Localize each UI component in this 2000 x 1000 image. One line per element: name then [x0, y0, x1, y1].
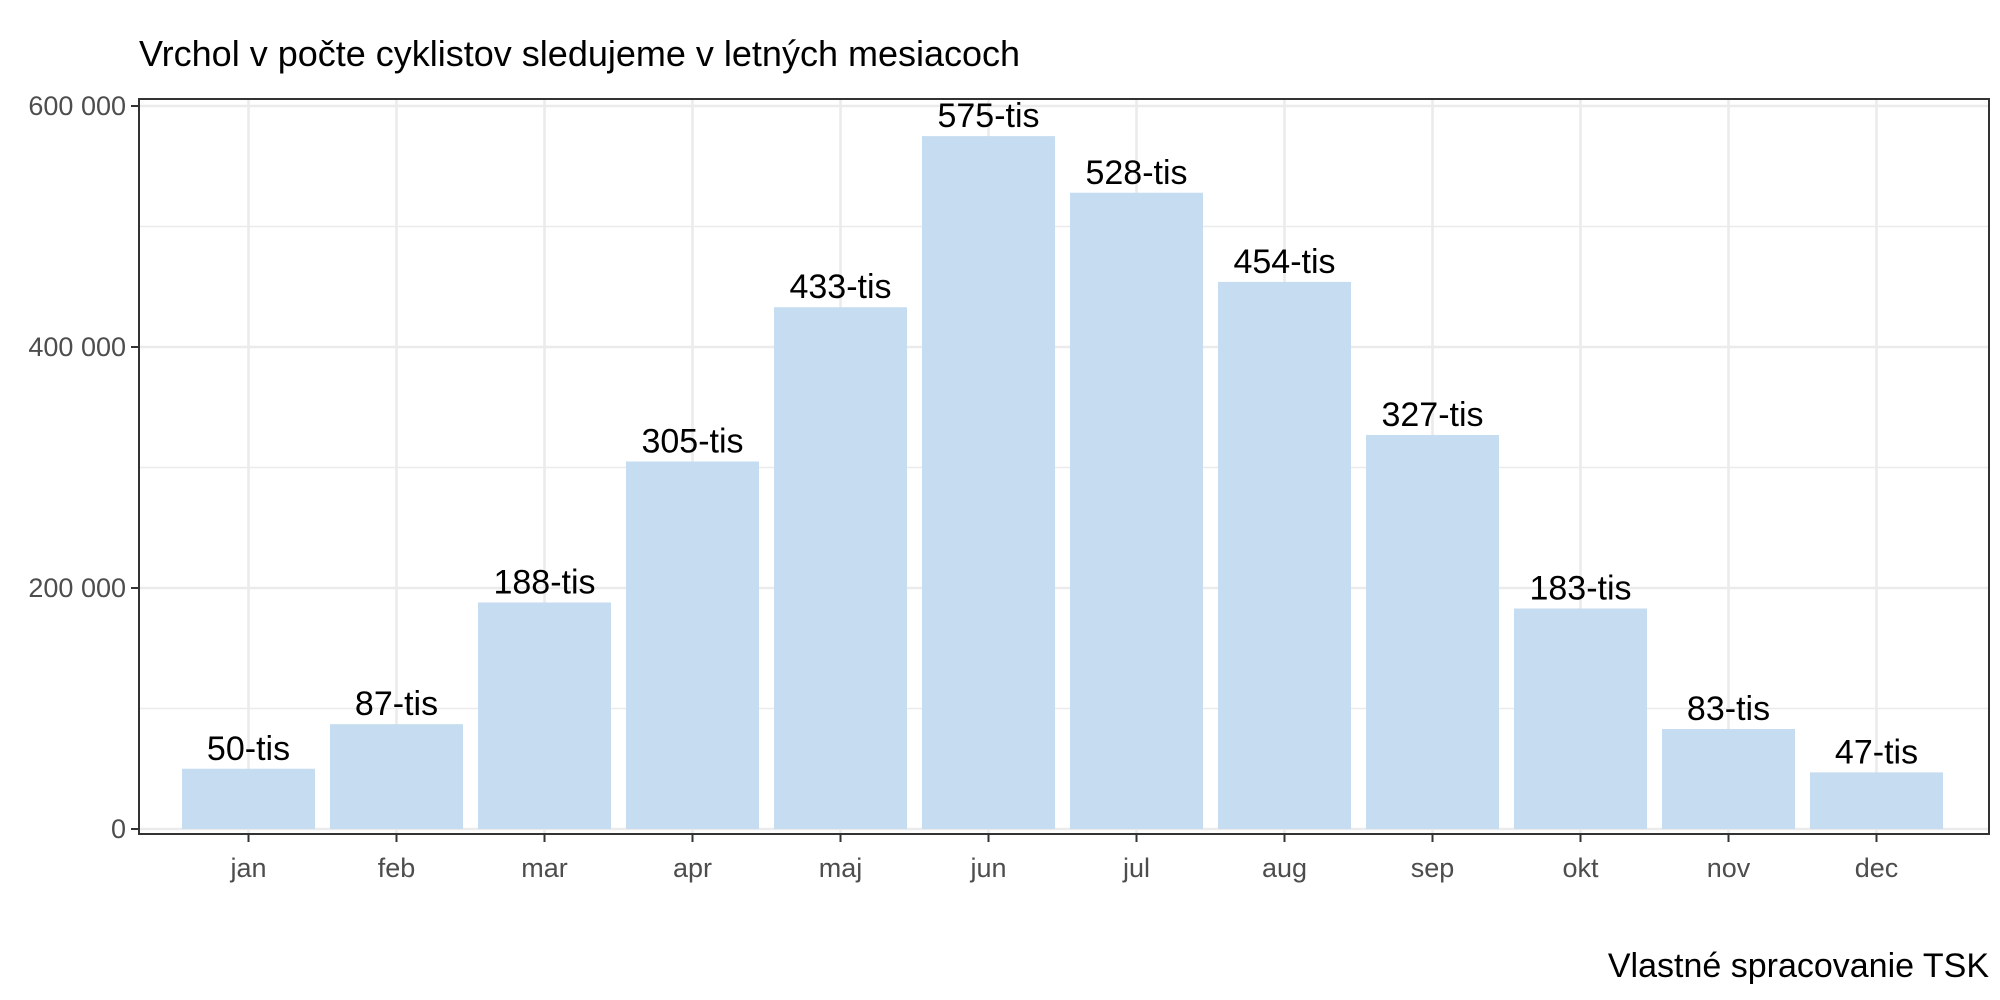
data-label-feb: 87-tis	[355, 685, 438, 723]
bar-feb	[330, 724, 463, 829]
chart-caption: Vlastné spracovanie TSK	[1608, 947, 1989, 985]
data-label-aug: 454-tis	[1233, 243, 1335, 281]
bar-aug	[1218, 281, 1351, 829]
bar-okt	[1514, 608, 1647, 829]
y-tick-label: 200 000	[28, 573, 126, 603]
y-tick-label: 0	[111, 814, 126, 844]
data-label-dec: 47-tis	[1835, 733, 1918, 771]
bars	[182, 136, 1943, 829]
bar-sep	[1366, 434, 1499, 829]
y-axis: 0 200 000 400 000 600 000	[28, 91, 139, 844]
data-label-apr: 305-tis	[641, 422, 743, 460]
x-tick-label-maj: maj	[819, 853, 863, 883]
bar-maj	[774, 307, 907, 829]
data-labels: 50-tis 87-tis 188-tis 305-tis 433-tis 575-tis…	[207, 97, 1918, 771]
data-label-jul: 528-tis	[1085, 154, 1187, 192]
x-tick-label-nov: nov	[1707, 853, 1751, 883]
x-tick-label-okt: okt	[1562, 853, 1599, 883]
x-tick-label-sep: sep	[1411, 853, 1455, 883]
bar-nov	[1662, 728, 1795, 829]
x-tick-label-dec: dec	[1855, 853, 1899, 883]
x-tick-label-mar: mar	[521, 853, 568, 883]
x-tick-label-jul: jul	[1122, 853, 1150, 883]
x-axis: jan feb mar apr maj jun jul aug sep okt nov dec	[229, 834, 1898, 883]
bar-jun	[922, 136, 1055, 829]
bar-mar	[478, 602, 611, 829]
bar-jan	[182, 768, 315, 829]
data-label-sep: 327-tis	[1381, 396, 1483, 434]
data-label-jan: 50-tis	[207, 730, 290, 768]
chart-title: Vrchol v počte cyklistov sledujeme v let…	[139, 33, 1020, 74]
data-label-mar: 188-tis	[493, 563, 595, 601]
x-tick-label-jun: jun	[969, 853, 1006, 883]
x-tick-label-aug: aug	[1262, 853, 1307, 883]
bar-apr	[626, 461, 759, 829]
x-tick-label-feb: feb	[378, 853, 416, 883]
plot-panel	[138, 98, 1990, 835]
y-tick-label: 400 000	[28, 332, 126, 362]
bar-jul	[1070, 192, 1203, 829]
data-label-okt: 183-tis	[1529, 569, 1631, 607]
y-tick-label: 600 000	[28, 91, 126, 121]
data-label-nov: 83-tis	[1687, 690, 1770, 728]
data-label-maj: 433-tis	[789, 268, 891, 306]
bar-dec	[1810, 772, 1943, 829]
x-tick-label-jan: jan	[229, 853, 266, 883]
data-label-jun: 575-tis	[937, 97, 1039, 135]
x-tick-label-apr: apr	[673, 853, 712, 883]
